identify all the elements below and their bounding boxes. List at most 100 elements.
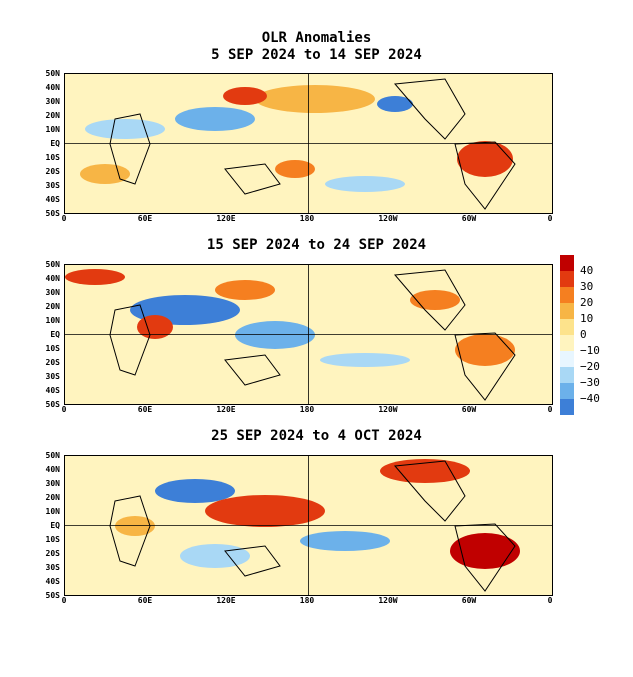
anomaly-blob (377, 96, 413, 112)
anomaly-blob (180, 544, 250, 568)
legend-label: 0 (580, 328, 587, 341)
lon-label: 0 (547, 405, 553, 414)
lat-label: 40S (45, 195, 60, 204)
map-panel-2 (64, 264, 553, 405)
lat-label: 20N (45, 493, 60, 502)
lon-label: 60E (137, 405, 153, 414)
lon-label: 0 (547, 214, 553, 223)
south-america-outline (454, 332, 516, 401)
lon-label: 120W (378, 405, 398, 414)
lat-label: 30N (45, 479, 60, 488)
legend-swatch (560, 335, 574, 351)
lon-label: 0 (61, 214, 67, 223)
south-america-outline (454, 141, 516, 210)
legend-swatch (560, 271, 574, 287)
lat-label: 50N (45, 451, 60, 460)
lon-label: 60E (137, 596, 153, 605)
panel-3-title: 25 SEP 2024 to 4 OCT 2024 (211, 428, 422, 444)
anomaly-blob (235, 321, 315, 349)
figure-title: OLR Anomalies (261, 30, 372, 46)
lat-label: 30S (45, 372, 60, 381)
lat-label: 20S (45, 358, 60, 367)
africa-outline (109, 304, 151, 376)
lat-label: 50N (45, 69, 60, 78)
legend-swatch (560, 399, 574, 415)
anomaly-blob (215, 280, 275, 300)
lon-label: 60W (461, 596, 477, 605)
australia-outline (224, 545, 281, 577)
lat-label: 50N (45, 260, 60, 269)
anomaly-blob (255, 85, 375, 113)
map-panel-1-field (65, 74, 552, 213)
lon-label: 0 (61, 596, 67, 605)
legend-label: −40 (580, 392, 600, 405)
map-panel-3 (64, 455, 553, 596)
south-america-outline (454, 523, 516, 592)
lon-label: 180 (299, 596, 315, 605)
lat-label: 20S (45, 549, 60, 558)
legend-label: 20 (580, 296, 594, 309)
panel-1-title: 5 SEP 2024 to 14 SEP 2024 (211, 47, 422, 63)
australia-outline (224, 354, 281, 386)
legend-swatch (560, 367, 574, 383)
anomaly-blob (275, 160, 315, 178)
anomaly-blob (410, 290, 460, 310)
lon-label: 60E (137, 214, 153, 223)
anomaly-blob (205, 495, 325, 527)
lat-label: 40N (45, 274, 60, 283)
lat-label: 30N (45, 288, 60, 297)
lon-label: 120E (216, 405, 236, 414)
north-america-outline (393, 460, 466, 522)
anomaly-blob (457, 141, 513, 177)
lat-label: 10S (45, 344, 60, 353)
anomaly-blob (65, 269, 125, 285)
lat-label: 30S (45, 181, 60, 190)
legend-swatch (560, 303, 574, 319)
north-america-outline (393, 269, 466, 331)
lat-label: EQ (50, 139, 60, 148)
anomaly-blob (85, 119, 165, 139)
lon-label: 0 (547, 596, 553, 605)
lat-label: 30N (45, 97, 60, 106)
legend-label: 30 (580, 280, 594, 293)
anomaly-blob (325, 176, 405, 192)
map-panel-2-field (65, 265, 552, 404)
legend-label: −20 (580, 360, 600, 373)
lat-label: 40N (45, 465, 60, 474)
lon-label: 180 (299, 405, 315, 414)
legend-label: 10 (580, 312, 594, 325)
legend-label: −10 (580, 344, 600, 357)
lat-label: EQ (50, 330, 60, 339)
lat-label: 50S (45, 400, 60, 409)
africa-outline (109, 495, 151, 567)
lat-label: 20N (45, 302, 60, 311)
map-panel-3-field (65, 456, 552, 595)
color-legend: 40 30 20 10 0 −10 −20 −30 −40 (560, 255, 600, 415)
north-america-outline (393, 78, 466, 140)
anomaly-blob (175, 107, 255, 131)
lon-label: 120E (216, 596, 236, 605)
lat-label: 10N (45, 507, 60, 516)
lon-label: 120W (378, 214, 398, 223)
lat-label: 50S (45, 209, 60, 218)
lon-label: 180 (299, 214, 315, 223)
anomaly-blob (137, 315, 173, 339)
legend-swatch (560, 287, 574, 303)
lat-label: 30S (45, 563, 60, 572)
lat-label: 10N (45, 316, 60, 325)
anomaly-blob (320, 353, 410, 367)
lat-label: 40S (45, 386, 60, 395)
lon-label: 60W (461, 214, 477, 223)
lat-label: 10N (45, 125, 60, 134)
panel-2-title: 15 SEP 2024 to 24 SEP 2024 (206, 237, 427, 253)
legend-label: −30 (580, 376, 600, 389)
anomaly-blob (300, 531, 390, 551)
map-panel-1 (64, 73, 553, 214)
lat-label: 20S (45, 167, 60, 176)
legend-swatch (560, 383, 574, 399)
legend-swatch (560, 319, 574, 335)
legend-label: 40 (580, 264, 594, 277)
legend-swatch (560, 351, 574, 367)
lat-label: 50S (45, 591, 60, 600)
lon-label: 60W (461, 405, 477, 414)
